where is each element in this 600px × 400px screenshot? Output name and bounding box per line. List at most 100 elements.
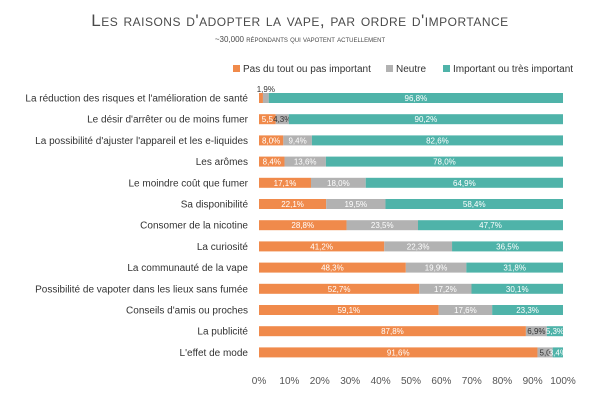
data-label: 8,4%: [263, 158, 281, 167]
bar-segment: [259, 177, 311, 188]
x-tick-label: 10%: [279, 376, 299, 387]
data-label: 90,2%: [415, 115, 438, 124]
data-label: 31,8%: [503, 264, 526, 273]
bar-segment: [452, 241, 563, 252]
legend-item: Neutre: [386, 64, 426, 75]
data-label: 28,8%: [291, 221, 314, 230]
data-label: 3,4%: [549, 348, 567, 357]
bar-segment: [405, 262, 467, 273]
category-label: La curiosité: [197, 242, 249, 253]
data-label: 8,0%: [262, 136, 280, 145]
bar-segment: [283, 135, 312, 146]
bar-segment: [259, 114, 276, 125]
category-label: Possibilité de vapoter dans les lieux sa…: [35, 284, 248, 295]
bar-row: 87,8% 6,9% 5,3%: [259, 326, 564, 337]
x-tick-label: 20%: [310, 376, 330, 387]
data-label: 9,4%: [288, 136, 306, 145]
legend-item: Important ou très important: [443, 64, 573, 75]
data-label: 36,5%: [496, 242, 519, 251]
bar-row: 1,3% 1,9% 96,8%: [257, 85, 563, 111]
x-tick-label: 90%: [523, 376, 543, 387]
data-label: 4,3%: [273, 115, 291, 124]
data-label: 41,2%: [310, 242, 333, 251]
bars: 1,3%1,9%96,8%5,5 4,3% 90,2%8,0% 9,4% 82,6%8,…: [257, 85, 567, 358]
bar-segment: [259, 135, 284, 146]
bar-segment: [259, 241, 385, 252]
bar-row: 5,5 4,3% 90,2%: [259, 114, 563, 125]
bar-segment: [311, 135, 563, 146]
bar-row: 59,1% 17,6% 23,3%: [259, 305, 563, 315]
data-label: 1,9%: [257, 85, 275, 94]
legend-swatch: [443, 65, 450, 72]
x-tick-label: 30%: [340, 376, 360, 387]
bar-segment: [471, 283, 563, 294]
x-axis-ticks: 0% 10% 20% 30% 40% 50% 60% 70% 80% 90% 100%: [252, 376, 576, 387]
bar-row: 52,7% 17,2% 30,1%: [259, 283, 563, 294]
bar-segment: [259, 283, 420, 294]
bar-row: 17,1% 18,0% 64,9%: [259, 177, 563, 188]
data-label: 96,8%: [405, 94, 428, 103]
bar-segment: [552, 347, 563, 358]
bar-segment: [310, 177, 366, 188]
data-label: 17,2%: [434, 285, 457, 294]
category-labels: La réduction des risques et l'améliorati…: [25, 94, 248, 359]
data-label: 91,6%: [387, 348, 410, 357]
bar-segment: [537, 347, 553, 358]
legend-item: Pas du tout ou pas important: [233, 64, 371, 75]
bar-row: 8,4% 13,6% 78,0%: [259, 156, 563, 167]
chart-title: Les raisons d'adopter la vape, par ordre…: [91, 11, 508, 30]
bar-segment: [259, 262, 406, 273]
category-label: La possibilité d'ajuster l'appareil et l…: [35, 136, 248, 147]
data-label: 48,3%: [321, 264, 344, 273]
bar-segment: [492, 305, 563, 315]
category-label: La communauté de la vape: [127, 263, 248, 274]
bar-segment: [419, 283, 472, 294]
x-tick-label: 40%: [371, 376, 391, 387]
bar-segment: [417, 220, 563, 231]
bar-segment: [259, 305, 439, 315]
bar-segment: [288, 114, 563, 125]
category-label: Les arômes: [196, 157, 248, 168]
bar-row: 91,6% 5,03,4%: [259, 347, 567, 358]
bar-segment: [259, 326, 526, 337]
data-label: 23,3%: [516, 306, 539, 315]
bar-segment: [546, 326, 563, 337]
category-label: Le moindre coût que fumer: [128, 178, 248, 189]
bar-segment: [325, 156, 563, 167]
category-label: Consomer de la nicotine: [140, 221, 248, 232]
data-label: 5,0: [540, 348, 552, 357]
bar-row: 8,0% 9,4% 82,6%: [259, 135, 563, 146]
category-label: La publicité: [197, 327, 248, 338]
data-label: 22,1%: [281, 200, 304, 209]
data-label: 1,3%: [260, 102, 278, 111]
bar-segment: [284, 156, 326, 167]
x-tick-label: 60%: [431, 376, 451, 387]
data-label: 52,7%: [328, 285, 351, 294]
data-label: 5,5: [262, 115, 274, 124]
data-label: 22,3%: [407, 242, 430, 251]
legend-label: Pas du tout ou pas important: [243, 64, 371, 75]
bar-segment: [259, 199, 327, 209]
x-tick-label: 80%: [492, 376, 512, 387]
data-label: 6,9%: [527, 327, 545, 336]
data-label: 19,5%: [344, 200, 367, 209]
category-label: La réduction des risques et l'améliorati…: [25, 94, 248, 105]
data-label: 78,0%: [433, 158, 456, 167]
category-label: Le désir d'arrêter ou de moins fumer: [87, 115, 249, 126]
bar-segment: [365, 177, 563, 188]
legend-swatch: [233, 65, 240, 72]
data-label: 5,3%: [546, 327, 564, 336]
x-tick-label: 100%: [550, 376, 576, 387]
bar-segment: [259, 347, 538, 358]
category-label: Conseils d'amis ou proches: [126, 306, 248, 317]
category-label: L'effet de mode: [180, 348, 249, 359]
data-label: 17,1%: [274, 179, 297, 188]
category-label: Sa disponibilité: [181, 200, 249, 211]
bar-segment: [346, 220, 418, 231]
bar-segment: [326, 199, 386, 209]
bar-segment: [438, 305, 493, 315]
x-tick-label: 70%: [462, 376, 482, 387]
data-label: 47,7%: [479, 221, 502, 230]
bar-segment: [268, 93, 563, 103]
